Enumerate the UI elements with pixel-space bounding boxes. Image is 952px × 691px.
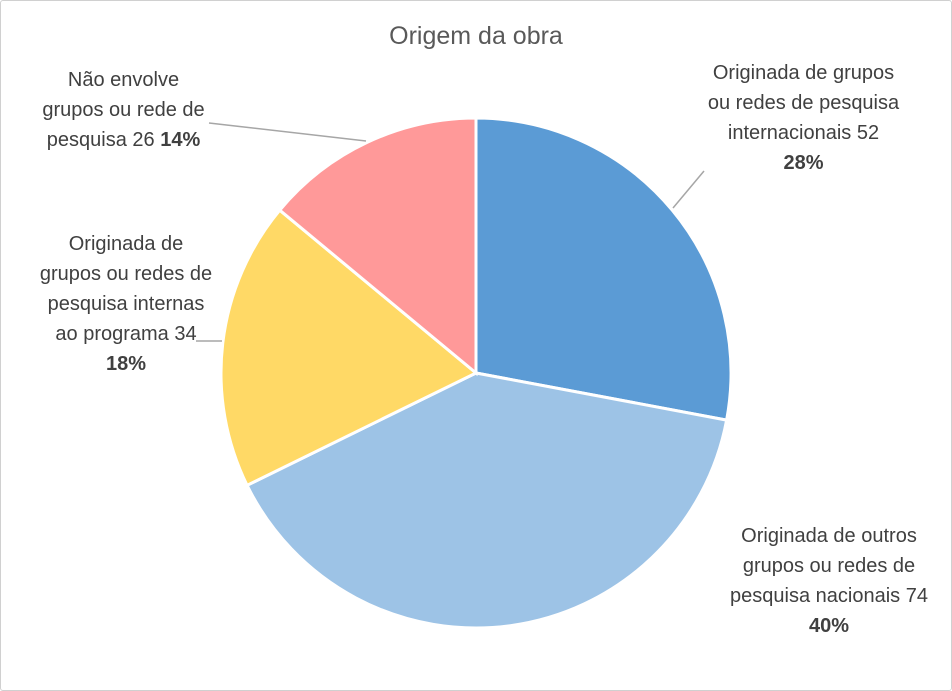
- percent-label: 40%: [808, 615, 850, 637]
- chart-title: Origem da obra: [389, 22, 563, 50]
- pie-slice: [219, 208, 479, 488]
- data-label: Originada de grupos ou redes de pesquisa…: [706, 58, 901, 178]
- category-name: Originada de outros grupos ou redes de p…: [730, 525, 917, 607]
- pie-slice: [474, 116, 733, 422]
- percent-label: 18%: [105, 353, 147, 375]
- value-label: 34: [174, 323, 197, 345]
- value-label: 26: [132, 129, 155, 151]
- pie-slice: [245, 371, 729, 630]
- value-label: 74: [905, 585, 928, 607]
- data-label: Originada de outros grupos ou redes de p…: [729, 521, 929, 641]
- data-label: Originada de grupos ou redes de pesquisa…: [36, 229, 216, 379]
- category-name: Não envolve grupos ou rede de pesquisa: [42, 69, 205, 151]
- leader-line: [672, 170, 705, 209]
- category-name: Originada de grupos ou redes de pesquisa…: [707, 62, 900, 144]
- leader-line: [208, 122, 367, 142]
- percent-label: 14%: [160, 129, 201, 151]
- percent-label: 28%: [783, 152, 824, 174]
- data-label: Não envolve grupos ou rede de pesquisa 2…: [36, 65, 211, 155]
- pie-slice: [277, 116, 478, 377]
- value-label: 52: [856, 122, 880, 144]
- category-name: Originada de grupos ou redes de pesquisa…: [39, 233, 213, 345]
